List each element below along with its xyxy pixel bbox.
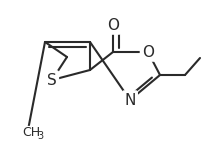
Text: N: N [124, 93, 135, 108]
Text: CH: CH [22, 127, 40, 139]
Text: S: S [47, 72, 57, 87]
Text: O: O [107, 18, 118, 33]
Text: O: O [141, 44, 153, 60]
Text: 3: 3 [37, 131, 43, 141]
